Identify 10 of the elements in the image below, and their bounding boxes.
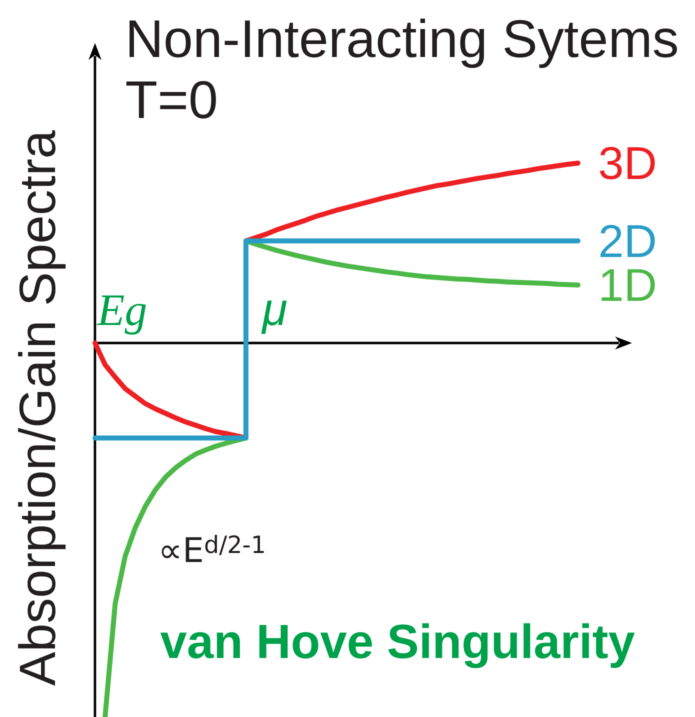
series-label: 1D [602, 269, 655, 301]
annotation: μ [261, 300, 287, 334]
chart-title: Non-Interacting Sytems [130, 18, 677, 68]
series-label: 3D [600, 146, 655, 180]
chart-subtitle: T=0 [126, 81, 216, 119]
annotation: ∝E$^{d/2-1}$ [162, 534, 264, 562]
annotation: van Hove Singularity [160, 623, 635, 668]
series-label: 2D [600, 224, 655, 257]
annotation: Eg [96, 296, 146, 335]
y-axis-title: Absorption/Gain Spectra [18, 130, 66, 686]
